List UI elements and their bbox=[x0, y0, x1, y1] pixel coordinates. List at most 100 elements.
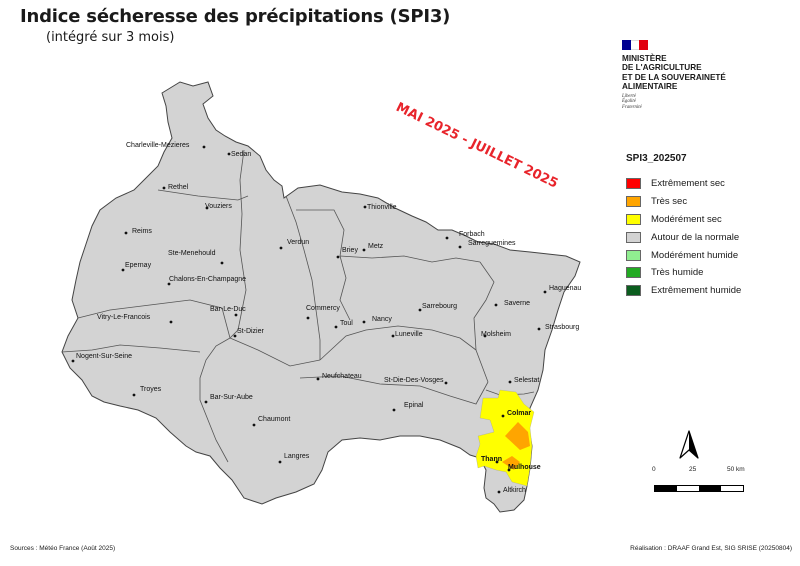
scale-label-50: 50 km bbox=[727, 466, 745, 473]
city-dot bbox=[444, 381, 448, 385]
city-label: Altkirch bbox=[503, 487, 526, 494]
city-dot bbox=[483, 334, 487, 338]
city-label: Chaumont bbox=[258, 416, 290, 423]
legend-item: Extrêmement sec bbox=[626, 175, 741, 193]
legend-swatch bbox=[626, 196, 641, 208]
city-dot bbox=[316, 377, 320, 381]
ministry-name: MINISTÈRE DE L'AGRICULTURE ET DE LA SOUV… bbox=[622, 54, 726, 92]
map-legend: SPI3_202507 Extrêmement sec Très sec Modér… bbox=[626, 153, 741, 300]
city-label: Saverne bbox=[504, 300, 530, 307]
legend-swatch bbox=[626, 178, 641, 190]
city-dot bbox=[169, 320, 173, 324]
city-label: Mulhouse bbox=[508, 464, 541, 471]
legend-swatch bbox=[626, 231, 641, 243]
city-dot bbox=[501, 414, 505, 418]
city-dot bbox=[220, 261, 224, 265]
city-label: Verdun bbox=[287, 239, 309, 246]
legend-label: Autour de la normale bbox=[651, 231, 740, 243]
legend-label: Modérément humide bbox=[651, 249, 739, 261]
legend-swatch bbox=[626, 249, 641, 261]
city-dot bbox=[121, 268, 125, 272]
city-dot bbox=[204, 400, 208, 404]
city-label: Reims bbox=[132, 228, 152, 235]
city-label: Commercy bbox=[306, 305, 340, 312]
scale-bar: 0 25 50 km bbox=[652, 466, 762, 492]
city-label: St-Dizier bbox=[237, 328, 265, 335]
republic-motto: Liberté Égalité Fraternité bbox=[622, 93, 642, 110]
scale-label-25: 25 bbox=[689, 466, 697, 473]
city-dot bbox=[167, 282, 171, 286]
city-dot bbox=[362, 320, 366, 324]
legend-item: Autour de la normale bbox=[626, 228, 741, 246]
city-label: Metz bbox=[368, 243, 384, 250]
very-dry-zone bbox=[502, 456, 520, 470]
city-label: Haguenau bbox=[549, 285, 581, 292]
department-borders bbox=[61, 149, 535, 463]
city-dot bbox=[233, 334, 237, 338]
city-dot bbox=[495, 460, 499, 464]
city-label: Ste-Menehould bbox=[168, 250, 216, 257]
city-label: Bar-Sur-Aube bbox=[210, 394, 253, 401]
city-dot bbox=[497, 490, 501, 494]
city-label: Sarrebourg bbox=[422, 303, 457, 310]
city-dot bbox=[458, 245, 462, 249]
city-label: Epinal bbox=[404, 402, 424, 409]
french-flag-icon bbox=[622, 40, 649, 50]
city-dot bbox=[334, 325, 338, 329]
city-label: Toul bbox=[340, 320, 353, 327]
city-label: Strasbourg bbox=[545, 324, 579, 331]
city-markers: Charleville-Mezieres Sedan Rethel Vouziers R… bbox=[71, 142, 581, 494]
city-label: Selestat bbox=[514, 377, 539, 384]
city-dot bbox=[362, 248, 366, 252]
city-dot bbox=[391, 334, 395, 338]
city-label: Neufchateau bbox=[322, 373, 362, 380]
legend-item: Modérément sec bbox=[626, 211, 741, 229]
city-label: St-Die-Des-Vosges bbox=[384, 377, 444, 384]
city-dot bbox=[162, 186, 166, 190]
legend-swatch bbox=[626, 213, 641, 225]
data-source: Sources : Météo France (Août 2025) bbox=[10, 545, 116, 552]
city-label: Colmar bbox=[507, 410, 531, 417]
grand-est-region bbox=[61, 81, 581, 513]
scale-label-0: 0 bbox=[652, 466, 656, 473]
ministry-logo: MINISTÈRE DE L'AGRICULTURE ET DE LA SOUV… bbox=[622, 40, 772, 110]
city-dot bbox=[418, 308, 422, 312]
city-label: Bar-Le-Duc bbox=[210, 306, 246, 313]
legend-swatch bbox=[626, 285, 641, 297]
city-dot bbox=[306, 316, 310, 320]
legend-label: Très sec bbox=[651, 196, 688, 208]
city-dot bbox=[132, 393, 136, 397]
city-label: Charleville-Mezieres bbox=[126, 142, 190, 149]
city-dot bbox=[234, 313, 238, 317]
city-dot bbox=[71, 359, 75, 363]
city-label: Thionville bbox=[367, 204, 397, 211]
city-label: Nancy bbox=[372, 316, 392, 323]
city-dot bbox=[445, 236, 449, 240]
city-label: Vitry-Le-Francois bbox=[97, 314, 151, 321]
legend-item: Extrêmement humide bbox=[626, 282, 741, 300]
legend-label: Extrêmement humide bbox=[651, 285, 742, 297]
city-dot bbox=[507, 468, 511, 472]
very-dry-zone bbox=[505, 422, 530, 450]
city-dot bbox=[363, 205, 367, 209]
city-dot bbox=[124, 231, 128, 235]
city-label: Langres bbox=[284, 453, 310, 460]
city-label: Troyes bbox=[140, 386, 162, 393]
city-dot bbox=[252, 423, 256, 427]
legend-title: SPI3_202507 bbox=[626, 153, 687, 164]
city-dot bbox=[205, 206, 209, 210]
north-arrow-icon bbox=[679, 430, 699, 459]
legend-label: Très humide bbox=[651, 267, 704, 279]
city-label: Epernay bbox=[125, 262, 152, 269]
legend-swatch bbox=[626, 267, 641, 279]
city-dot bbox=[392, 408, 396, 412]
city-dot bbox=[537, 327, 541, 331]
city-dot bbox=[202, 145, 206, 149]
map-subtitle: (intégré sur 3 mois) bbox=[46, 30, 175, 45]
city-label: Sarreguemines bbox=[468, 240, 516, 247]
city-label: Chalons-En-Champagne bbox=[169, 276, 246, 283]
city-dot bbox=[336, 255, 340, 259]
map-credit: Réalisation : DRAAF Grand Est, SIG SRISE… bbox=[630, 545, 792, 552]
legend-item: Très humide bbox=[626, 264, 741, 282]
